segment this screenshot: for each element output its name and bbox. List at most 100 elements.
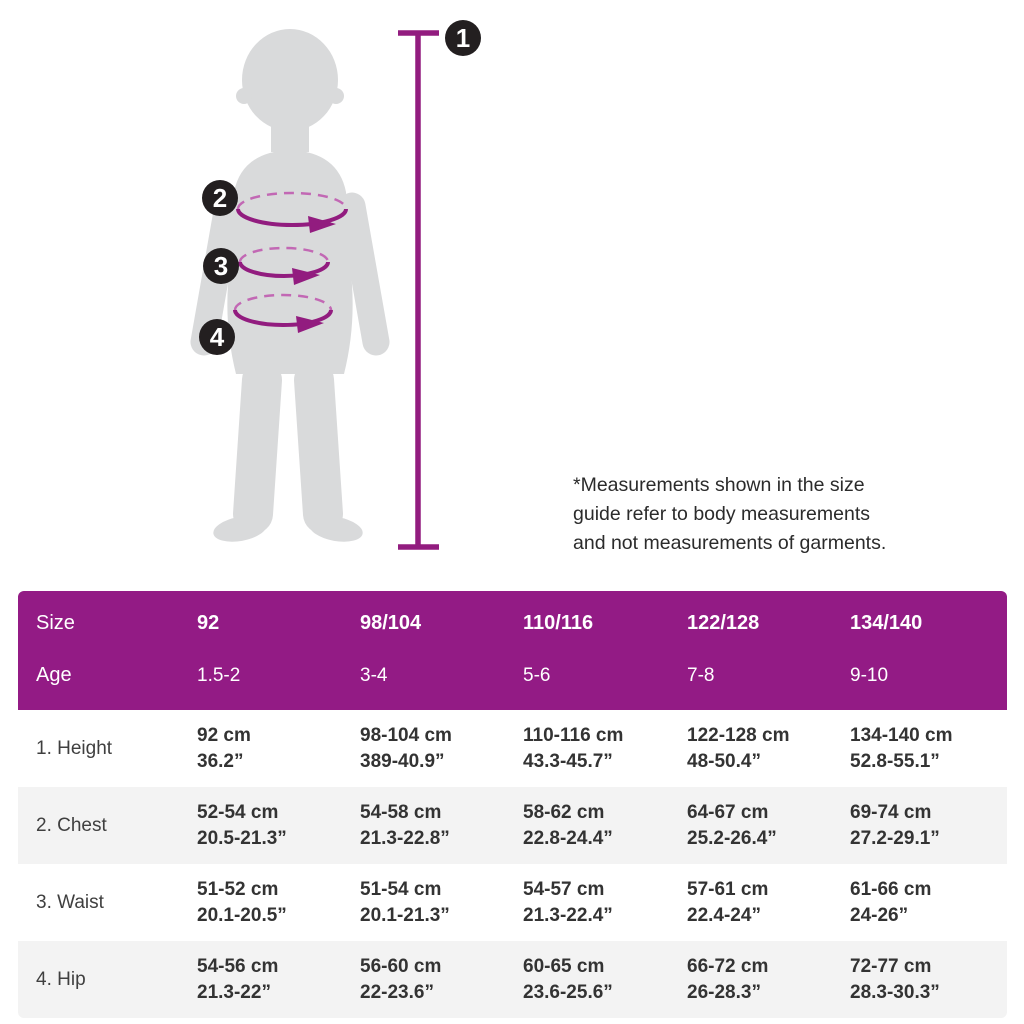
badge-4-number: 4 [210, 322, 225, 352]
measurement-cell: 51-52 cm 20.1-20.5” [197, 877, 360, 929]
measurement-cell: 54-56 cm 21.3-22” [197, 954, 360, 1006]
measurement-cell: 69-74 cm 27.2-29.1” [850, 800, 1007, 852]
header-age-value: 1.5-2 [197, 664, 241, 686]
disclaimer-note: *Measurements shown in the size guide re… [573, 471, 973, 558]
badge-2-chest: 2 [202, 180, 238, 216]
badge-1-height: 1 [445, 20, 481, 56]
value-cm: 72-77 cm [850, 955, 932, 977]
value-inch: 21.3-22” [197, 981, 271, 1003]
value-cm: 60-65 cm [523, 955, 605, 977]
measurement-cell: 57-61 cm 22.4-24” [687, 877, 850, 929]
row-label: 1. Height [36, 737, 113, 759]
value-inch: 21.3-22.4” [523, 904, 613, 926]
waist-arc-dashed [238, 246, 330, 263]
value-inch: 21.3-22.8” [360, 827, 450, 849]
measurement-cell: 64-67 cm 25.2-26.4” [687, 800, 850, 852]
value-inch: 23.6-25.6” [523, 981, 613, 1003]
table-row: 3. Waist 51-52 cm 20.1-20.5” 51-54 cm 20.1-2… [18, 864, 1007, 941]
value-cm: 64-67 cm [687, 801, 769, 823]
value-cm: 66-72 cm [687, 955, 769, 977]
row-label: 3. Waist [36, 891, 104, 913]
waist-arc-solid [238, 261, 330, 278]
value-inch: 389-40.9” [360, 750, 445, 772]
chest-arrowhead-icon [308, 216, 336, 233]
disclaimer-line-2: guide refer to body measurements [573, 503, 870, 525]
badge-4-hip: 4 [199, 319, 235, 355]
header-size-value: 134/140 [850, 612, 923, 634]
header-size-value: 110/116 [523, 612, 594, 634]
badge-2-circle [202, 180, 238, 216]
hip-arrowhead-icon [296, 316, 324, 333]
disclaimer-line-1: *Measurements shown in the size [573, 474, 865, 496]
value-inch: 22.8-24.4” [523, 827, 613, 849]
measurement-cell: 61-66 cm 24-26” [850, 877, 1007, 929]
silhouette-ear-left [236, 88, 252, 104]
value-inch: 36.2” [197, 750, 244, 772]
value-cm: 110-116 cm [523, 724, 624, 746]
silhouette-head [242, 29, 338, 131]
value-inch: 22.4-24” [687, 904, 761, 926]
silhouette-leg-right [294, 360, 343, 534]
size-table-body: 1. Height 92 cm 36.2” 98-104 cm 389-40.9” 110… [18, 710, 1007, 1018]
measurement-cell: 54-58 cm 21.3-22.8” [360, 800, 523, 852]
header-size-label: Size [36, 612, 75, 634]
header-age-label: Age [36, 664, 72, 686]
value-inch: 24-26” [850, 904, 909, 926]
value-inch: 43.3-45.7” [523, 750, 613, 772]
row-label: 2. Chest [36, 814, 107, 836]
value-inch: 27.2-29.1” [850, 827, 940, 849]
value-cm: 69-74 cm [850, 801, 932, 823]
badge-1-number: 1 [456, 23, 470, 53]
silhouette-torso [227, 150, 353, 374]
value-cm: 54-57 cm [523, 878, 605, 900]
badge-4-circle [199, 319, 235, 355]
chest-arc-solid [236, 208, 348, 227]
waist-arrowhead-icon [292, 268, 320, 285]
silhouette-leg-left [233, 360, 282, 534]
value-cm: 134-140 cm [850, 724, 953, 746]
measurement-cell: 60-65 cm 23.6-25.6” [523, 954, 687, 1006]
height-measure-line [398, 30, 439, 550]
chest-girth-indicator [236, 191, 348, 233]
measurement-cell: 72-77 cm 28.3-30.3” [850, 954, 1007, 1006]
header-age-value: 7-8 [687, 664, 715, 686]
value-inch: 48-50.4” [687, 750, 761, 772]
measurement-cell: 110-116 cm 43.3-45.7” [523, 723, 687, 775]
hip-arc-dashed [233, 293, 333, 311]
silhouette-foot-left [213, 516, 267, 542]
measurement-cell: 122-128 cm 48-50.4” [687, 723, 850, 775]
measurement-cell: 98-104 cm 389-40.9” [360, 723, 523, 775]
value-cm: 54-56 cm [197, 955, 279, 977]
size-table: Size 92 98/104 110/116 122/128 134/140 Age 1.5… [18, 591, 1007, 1018]
silhouette-neck [271, 112, 309, 152]
header-age-row: Age 1.5-2 3-4 5-6 7-8 9-10 [18, 656, 1007, 695]
header-age-value: 9-10 [850, 664, 889, 686]
header-age-value: 3-4 [360, 664, 388, 686]
value-inch: 26-28.3” [687, 981, 761, 1003]
measurement-figure: 1 2 3 4 [190, 20, 481, 550]
measurement-cell: 51-54 cm 20.1-21.3” [360, 877, 523, 929]
badge-1-circle [445, 20, 481, 56]
badge-3-circle [203, 248, 239, 284]
measurement-cell: 66-72 cm 26-28.3” [687, 954, 850, 1006]
value-cm: 54-58 cm [360, 801, 442, 823]
measurement-cell: 54-57 cm 21.3-22.4” [523, 877, 687, 929]
value-inch: 22-23.6” [360, 981, 434, 1003]
chest-arc-dashed [236, 191, 348, 210]
badge-3-waist: 3 [203, 248, 239, 284]
measurement-cell: 58-62 cm 22.8-24.4” [523, 800, 687, 852]
value-cm: 92 cm [197, 724, 251, 746]
hip-girth-indicator [233, 293, 333, 333]
disclaimer-line-3: and not measurements of garments. [573, 532, 887, 554]
silhouette-arm-right [338, 192, 390, 356]
value-inch: 20.1-20.5” [197, 904, 287, 926]
header-size-value: 98/104 [360, 612, 422, 634]
table-row: 1. Height 92 cm 36.2” 98-104 cm 389-40.9” 110… [18, 710, 1007, 787]
value-inch: 20.1-21.3” [360, 904, 450, 926]
value-inch: 52.8-55.1” [850, 750, 940, 772]
silhouette-foot-right [309, 516, 363, 542]
hip-arc-solid [233, 309, 333, 327]
table-row: 4. Hip 54-56 cm 21.3-22” 56-60 cm 22-23.6” 60… [18, 941, 1007, 1018]
silhouette-ear-right [328, 88, 344, 104]
